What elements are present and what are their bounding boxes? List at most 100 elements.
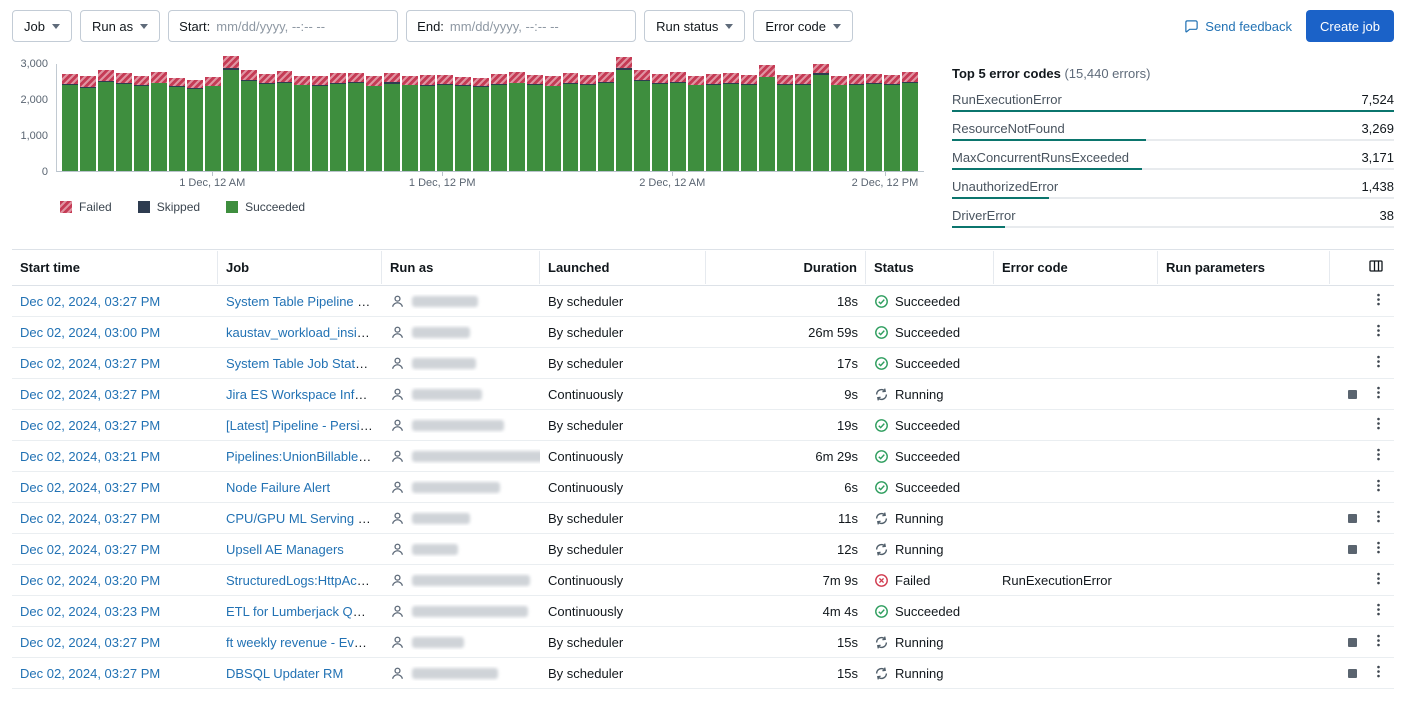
start-date-input[interactable]: [216, 18, 388, 34]
previous-page-button[interactable]: ‹ Previous: [1237, 703, 1298, 706]
job-filter-dropdown[interactable]: Job: [12, 10, 72, 42]
chart-bar[interactable]: [741, 74, 758, 171]
chart-bar[interactable]: [169, 78, 186, 171]
chart-bar[interactable]: [848, 74, 865, 171]
chart-bar[interactable]: [222, 55, 239, 171]
chart-bar[interactable]: [258, 73, 275, 171]
legend-item-skipped[interactable]: Skipped: [137, 200, 200, 214]
chart-bar[interactable]: [902, 72, 918, 171]
job-link[interactable]: ft weekly revenue - Ever...: [226, 634, 376, 650]
column-header-status[interactable]: Status: [866, 251, 994, 284]
job-link[interactable]: Node Failure Alert: [226, 479, 331, 495]
run-start-time-link[interactable]: Dec 02, 2024, 03:00 PM: [20, 324, 161, 340]
column-header-run-as[interactable]: Run as: [382, 251, 540, 284]
chart-bar[interactable]: [115, 73, 132, 171]
row-menu-button[interactable]: [1369, 383, 1388, 405]
chart-bar[interactable]: [383, 72, 400, 171]
chart-bar[interactable]: [508, 72, 525, 171]
chart-bar[interactable]: [205, 76, 221, 171]
column-header-error-code[interactable]: Error code: [994, 251, 1158, 284]
legend-item-failed[interactable]: Failed: [60, 200, 112, 214]
column-header-launched[interactable]: Launched: [540, 251, 706, 284]
run-start-time-link[interactable]: Dec 02, 2024, 03:23 PM: [20, 603, 161, 619]
job-link[interactable]: DBSQL Updater RM: [226, 665, 344, 681]
chart-bar[interactable]: [866, 73, 883, 171]
run-status-filter-dropdown[interactable]: Run status: [644, 10, 746, 42]
error-code-filter-dropdown[interactable]: Error code: [753, 10, 854, 42]
job-link[interactable]: System Table Job Status...: [226, 355, 380, 371]
chart-bar[interactable]: [187, 79, 203, 171]
run-start-time-link[interactable]: Dec 02, 2024, 03:27 PM: [20, 417, 161, 433]
chart-bar[interactable]: [598, 72, 615, 171]
send-feedback-link[interactable]: Send feedback: [1184, 19, 1292, 34]
chart-bar[interactable]: [526, 75, 543, 171]
chart-bar[interactable]: [437, 74, 454, 171]
chart-bar[interactable]: [830, 75, 847, 171]
row-menu-button[interactable]: [1369, 352, 1388, 374]
row-menu-button[interactable]: [1369, 476, 1388, 498]
create-job-button[interactable]: Create job: [1306, 10, 1394, 42]
error-code-item[interactable]: ResourceNotFound 3,269: [952, 121, 1394, 141]
job-link[interactable]: kaustav_workload_insig...: [226, 324, 375, 340]
error-code-item[interactable]: DriverError 38: [952, 208, 1394, 228]
chart-bar[interactable]: [151, 72, 168, 171]
run-start-time-link[interactable]: Dec 02, 2024, 03:27 PM: [20, 510, 161, 526]
run-as-filter-dropdown[interactable]: Run as: [79, 10, 161, 42]
row-menu-button[interactable]: [1369, 569, 1388, 591]
column-header-run-parameters[interactable]: Run parameters: [1158, 251, 1330, 284]
run-start-time-link[interactable]: Dec 02, 2024, 03:27 PM: [20, 479, 161, 495]
chart-bar[interactable]: [312, 75, 329, 171]
error-code-item[interactable]: MaxConcurrentRunsExceeded 3,171: [952, 150, 1394, 170]
job-link[interactable]: Upsell AE Managers: [226, 541, 344, 557]
chart-bar[interactable]: [401, 75, 418, 171]
chart-bar[interactable]: [651, 73, 668, 171]
chart-bar[interactable]: [473, 78, 489, 171]
stop-run-button[interactable]: [1346, 512, 1359, 525]
chart-bar[interactable]: [330, 73, 346, 171]
job-link[interactable]: CPU/GPU ML Serving po...: [226, 510, 382, 526]
chart-bar[interactable]: [759, 65, 775, 171]
row-menu-button[interactable]: [1369, 600, 1388, 622]
job-link[interactable]: Jira ES Workspace Info ...: [226, 386, 377, 402]
stop-run-button[interactable]: [1346, 543, 1359, 556]
chart-bar[interactable]: [634, 69, 650, 171]
end-date-input[interactable]: [449, 18, 626, 34]
job-link[interactable]: Pipelines:UnionBillableU...: [226, 448, 379, 464]
run-start-time-link[interactable]: Dec 02, 2024, 03:27 PM: [20, 355, 161, 371]
row-menu-button[interactable]: [1369, 507, 1388, 529]
chart-bar[interactable]: [812, 64, 829, 171]
job-link[interactable]: StructuredLogs:HttpAcc...: [226, 572, 375, 588]
job-link[interactable]: System Table Pipeline St...: [226, 293, 381, 309]
stop-run-button[interactable]: [1346, 388, 1359, 401]
row-menu-button[interactable]: [1369, 631, 1388, 653]
chart-bar[interactable]: [580, 74, 597, 171]
legend-item-succeeded[interactable]: Succeeded: [226, 200, 305, 214]
row-menu-button[interactable]: [1369, 321, 1388, 343]
run-start-time-link[interactable]: Dec 02, 2024, 03:20 PM: [20, 572, 161, 588]
chart-bar[interactable]: [687, 75, 704, 171]
error-code-item[interactable]: UnauthorizedError 1,438: [952, 179, 1394, 199]
row-menu-button[interactable]: [1369, 414, 1388, 436]
chart-bar[interactable]: [62, 74, 78, 171]
chart-bar[interactable]: [777, 74, 793, 171]
run-start-time-link[interactable]: Dec 02, 2024, 03:27 PM: [20, 634, 161, 650]
chart-bar[interactable]: [79, 76, 96, 171]
row-menu-button[interactable]: [1369, 538, 1388, 560]
column-header-job[interactable]: Job: [218, 251, 382, 284]
chart-bar[interactable]: [491, 73, 507, 171]
chart-bar[interactable]: [562, 72, 579, 171]
chart-bar[interactable]: [705, 74, 722, 171]
chart-bar[interactable]: [794, 74, 811, 171]
chart-bar[interactable]: [455, 76, 472, 171]
chart-bar[interactable]: [294, 76, 311, 171]
run-start-time-link[interactable]: Dec 02, 2024, 03:27 PM: [20, 386, 161, 402]
chart-bar[interactable]: [348, 73, 364, 171]
chart-bar[interactable]: [723, 72, 740, 171]
column-header-start-time[interactable]: Start time: [12, 251, 218, 284]
row-menu-button[interactable]: [1369, 290, 1388, 312]
job-link[interactable]: ETL for Lumberjack QPL...: [226, 603, 380, 619]
chart-bar[interactable]: [276, 70, 293, 171]
chart-bar[interactable]: [884, 75, 901, 171]
run-start-time-link[interactable]: Dec 02, 2024, 03:27 PM: [20, 541, 161, 557]
run-start-time-link[interactable]: Dec 02, 2024, 03:27 PM: [20, 293, 161, 309]
